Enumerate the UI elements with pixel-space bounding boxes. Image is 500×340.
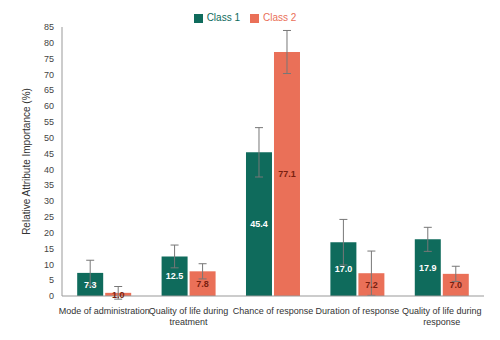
svg-text:85: 85 [44,22,54,32]
svg-text:17.9: 17.9 [419,263,437,273]
svg-text:7.0: 7.0 [450,280,463,290]
svg-text:12.5: 12.5 [166,271,184,281]
svg-text:Quality of life during: Quality of life during [149,306,229,316]
svg-text:7.2: 7.2 [365,280,378,290]
svg-text:0: 0 [49,291,54,301]
svg-text:15: 15 [44,244,54,254]
svg-text:7.8: 7.8 [196,279,209,289]
svg-text:20: 20 [44,228,54,238]
svg-text:response: response [423,317,460,327]
svg-text:77.1: 77.1 [278,169,296,179]
svg-text:30: 30 [44,196,54,206]
svg-text:35: 35 [44,180,54,190]
svg-text:7.3: 7.3 [84,280,97,290]
svg-text:Duration of response: Duration of response [316,306,400,316]
svg-text:55: 55 [44,117,54,127]
svg-text:80: 80 [44,38,54,48]
html-text:Class 1: Class 1 [206,12,240,23]
html-text:Class 2: Class 2 [263,12,297,23]
svg-text:45.4: 45.4 [250,219,268,229]
svg-text:Relative Attribute Importance: Relative Attribute Importance (%) [21,88,32,235]
svg-text:45: 45 [44,149,54,159]
svg-text:65: 65 [44,85,54,95]
svg-text:treatment: treatment [170,317,209,327]
svg-text:60: 60 [44,101,54,111]
svg-text:25: 25 [44,212,54,222]
svg-text:5: 5 [49,275,54,285]
svg-text:70: 70 [44,70,54,80]
svg-text:Quality of life during: Quality of life during [402,306,482,316]
svg-text:10: 10 [44,260,54,270]
svg-text:1.0: 1.0 [112,290,125,300]
svg-text:50: 50 [44,133,54,143]
svg-text:Mode of administration: Mode of administration [59,306,150,316]
svg-text:75: 75 [44,54,54,64]
svg-text:40: 40 [44,165,54,175]
svg-text:Chance of response: Chance of response [233,306,314,316]
svg-text:17.0: 17.0 [335,264,353,274]
